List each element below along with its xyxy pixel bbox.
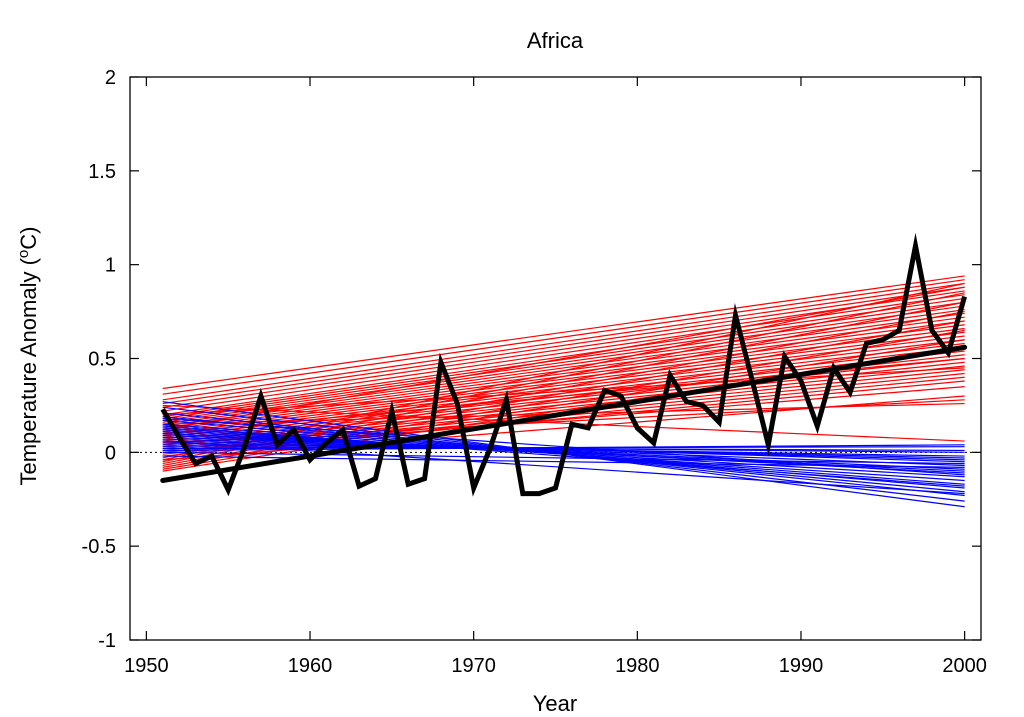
- observed-series-line: [160, 232, 968, 497]
- y-tick-label: 0.5: [88, 349, 116, 371]
- warming-trend-line: [162, 297, 965, 416]
- x-tick-label: 1960: [288, 655, 333, 677]
- warming-trend-line: [162, 294, 965, 412]
- warming-trend-line: [162, 286, 965, 431]
- warming-trend-line: [162, 342, 965, 438]
- warming-trend-line: [162, 282, 965, 459]
- x-tick-label: 1970: [451, 655, 496, 677]
- y-tick-label: -1: [98, 630, 116, 652]
- warming-trend-line: [162, 320, 965, 427]
- axes: 1950 1960 1970 1980 1990 2000 -1 -0.5 0 0.5 1 1.5 2: [82, 67, 987, 677]
- warming-trend-line: [162, 279, 965, 395]
- x-tick-label: 2000: [942, 655, 987, 677]
- plot-frame: [129, 76, 982, 641]
- warming-trend-line: [162, 404, 965, 442]
- plot-area: [130, 232, 981, 508]
- y-axis-label-unit: C): [16, 227, 41, 250]
- y-tick-label: 2: [105, 67, 116, 89]
- y-tick-label: 1.5: [88, 161, 116, 183]
- y-tick-label: 0: [105, 442, 116, 464]
- warming-trend-line: [162, 275, 965, 390]
- x-tick-label: 1950: [124, 655, 169, 677]
- warming-trend-line: [162, 301, 965, 418]
- y-tick-label: -0.5: [82, 536, 116, 558]
- y-axis-label: Temperature Anomaly (oC): [15, 227, 42, 486]
- warming-trend-line: [162, 290, 965, 408]
- y-axis-label-main: Temperature Anomaly (: [16, 257, 41, 485]
- warming-trend-line: [162, 309, 965, 422]
- warming-trend-line: [162, 305, 965, 420]
- warming-trend-line: [162, 286, 965, 405]
- x-tick-label: 1980: [615, 655, 660, 677]
- warming-trend-line: [162, 329, 965, 468]
- y-axis-label-superscript: o: [15, 250, 32, 258]
- warming-trend-line: [162, 282, 965, 401]
- chart-title: Africa: [527, 28, 584, 53]
- warming-trend-line: [162, 312, 965, 423]
- y-tick-label: 1: [105, 255, 116, 277]
- x-axis-label: Year: [533, 691, 577, 716]
- x-tick-label: 1990: [779, 655, 824, 677]
- warming-trend-line: [162, 335, 965, 435]
